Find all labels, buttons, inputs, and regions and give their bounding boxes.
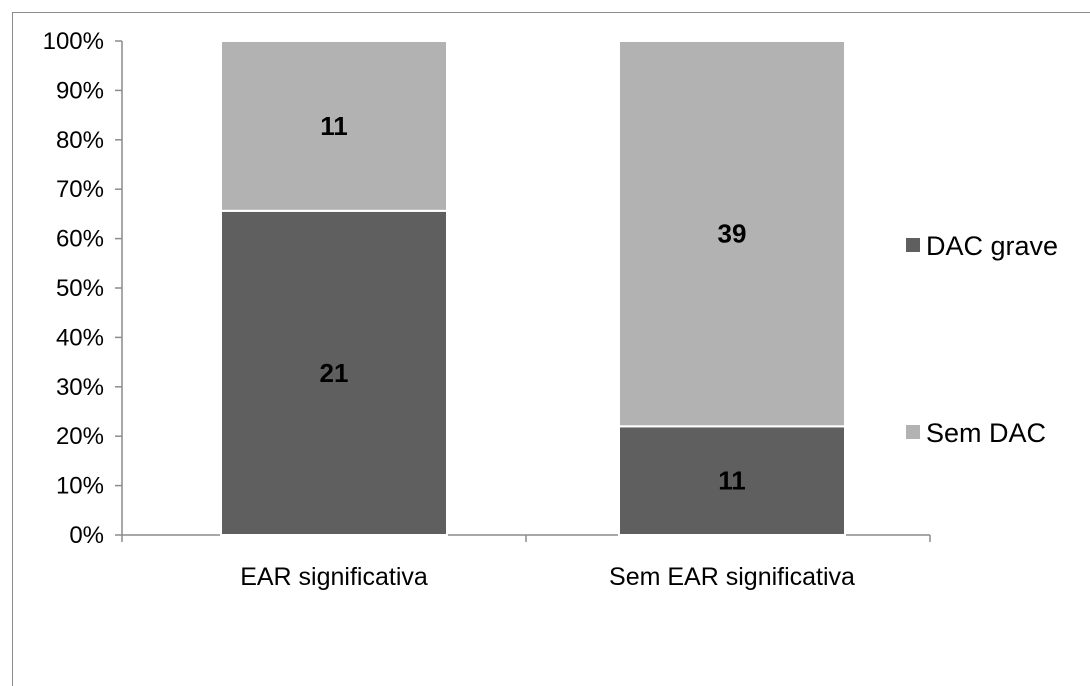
y-tick-label: 50% (56, 275, 104, 302)
legend: DAC grave Sem DAC (906, 231, 1058, 448)
y-tick-label: 90% (56, 77, 104, 104)
legend-label: DAC grave (926, 231, 1058, 261)
bars (220, 40, 846, 537)
legend-swatch (906, 425, 920, 439)
data-labels: 21 11 11 39 (320, 111, 747, 496)
data-label: 21 (320, 358, 349, 388)
y-tick-label: 0% (69, 522, 104, 549)
legend-swatch (906, 238, 920, 252)
data-label: 39 (718, 219, 747, 249)
y-tick-label: 20% (56, 423, 104, 450)
data-label: 11 (320, 111, 348, 141)
legend-label: Sem DAC (926, 418, 1046, 448)
axes: 0% 10% 20% 30% 40% 50% 60% 70% 80% 90% 100% EAR sig… (43, 28, 931, 591)
y-tick-label: 10% (56, 473, 104, 500)
data-label: 11 (718, 466, 746, 496)
bar-segment-dac-grave (220, 209, 448, 536)
chart-frame (12, 12, 1090, 686)
y-tick-label: 40% (56, 324, 104, 351)
bar-segment-sem-dac (618, 40, 846, 428)
y-tick-label: 70% (56, 176, 104, 203)
bar-segment-sem-dac (220, 40, 448, 212)
x-category-label: EAR significativa (240, 563, 428, 591)
x-category-label: Sem EAR significativa (609, 563, 855, 591)
y-tick-label: 30% (56, 374, 104, 401)
y-tick-label: 80% (56, 127, 104, 154)
y-tick-label: 60% (56, 226, 104, 253)
y-tick-label: 100% (43, 28, 104, 55)
